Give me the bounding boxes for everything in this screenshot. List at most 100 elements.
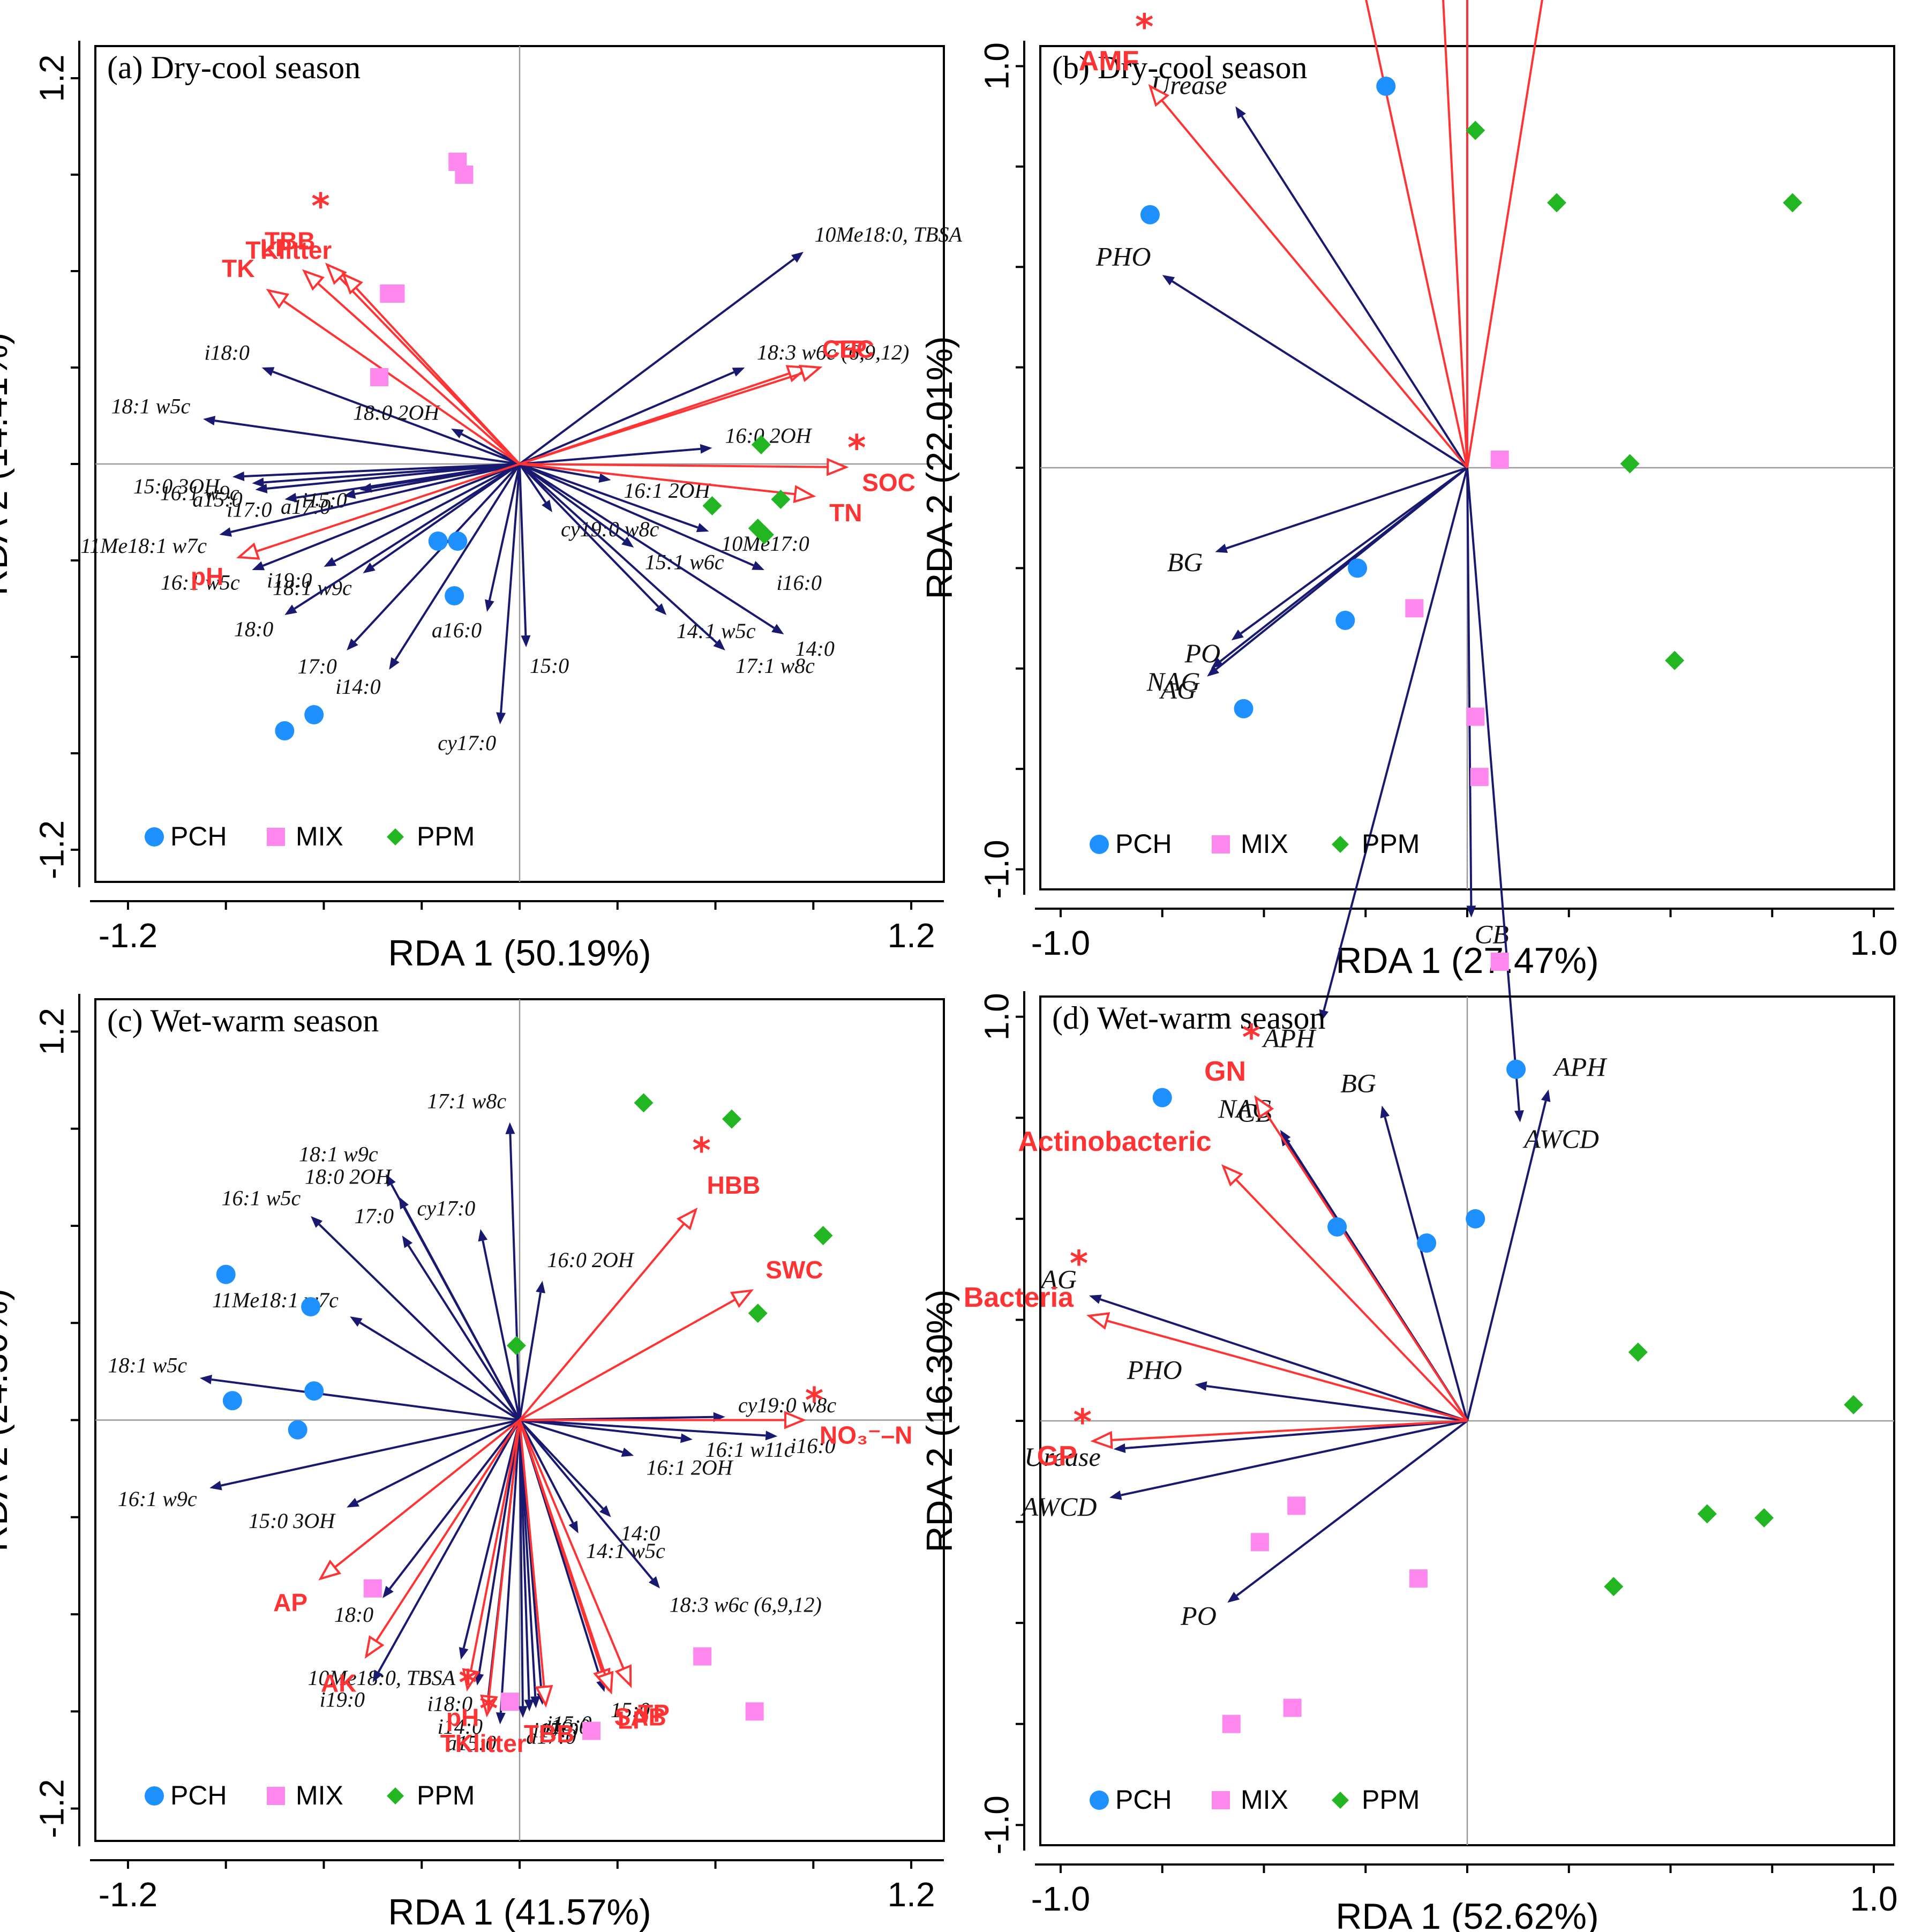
species-arrow-head <box>521 635 531 647</box>
species-label: a15:0 <box>446 1731 496 1755</box>
env-arrow-head <box>266 289 290 309</box>
env-arrow <box>334 1419 521 1568</box>
species-arrow-head <box>621 1447 634 1457</box>
site-point-ppm <box>1628 1342 1648 1362</box>
site-point-pch <box>1327 1217 1347 1237</box>
species-label: i18:0 <box>427 1692 472 1716</box>
species-arrow-head <box>791 252 804 263</box>
species-arrow <box>334 463 520 563</box>
species-arrow-head <box>284 604 297 615</box>
env-arrow <box>470 1420 521 1672</box>
env-label: LP <box>618 1706 649 1734</box>
x-tick-label: -1.0 <box>1031 1879 1090 1918</box>
env-label: CEC <box>822 335 874 363</box>
env-arrow-head <box>793 485 816 503</box>
significance-star: * <box>1242 1017 1261 1058</box>
species-arrow-head <box>1231 630 1244 641</box>
species-arrow-head <box>252 477 265 488</box>
species-arrow-head <box>350 1316 363 1327</box>
env-label: GP <box>1037 1441 1077 1472</box>
y-tick-label: -1.0 <box>977 840 1016 898</box>
species-label: i14:0 <box>438 1714 483 1739</box>
species-arrow <box>294 463 521 610</box>
env-arrow <box>282 299 521 465</box>
site-point-mix <box>1470 768 1489 787</box>
site-point-pch <box>1376 76 1396 96</box>
species-arrow-head <box>1514 1110 1524 1122</box>
site-point-mix <box>582 1721 601 1740</box>
x-tick-label: -1.2 <box>99 1875 157 1914</box>
species-label: i19:0 <box>267 568 312 592</box>
species-arrow-head <box>713 639 725 650</box>
env-arrow-head <box>480 1694 498 1718</box>
species-arrow-head <box>203 416 216 426</box>
env-label: GN <box>1204 1056 1246 1087</box>
species-arrow <box>1241 115 1468 469</box>
species-label: 16:1 w5c <box>221 1186 301 1210</box>
site-point-pch <box>275 721 295 740</box>
panel-title: (d) Wet-warm season <box>1052 1000 1326 1036</box>
species-label: PHO <box>1095 242 1151 272</box>
env-arrow-head <box>596 1671 614 1695</box>
site-point-mix <box>693 1647 712 1666</box>
species-label: cy17:0 <box>438 731 496 755</box>
legend-ppm-marker <box>1332 1792 1349 1809</box>
site-point-pch <box>288 1420 307 1440</box>
significance-star: * <box>459 1663 477 1704</box>
species-arrow <box>407 1245 521 1421</box>
site-point-pch <box>1152 1088 1172 1107</box>
env-arrow <box>519 1223 685 1421</box>
species-arrow <box>356 1419 520 1503</box>
legend: PCH MIX PPM <box>1090 829 1420 859</box>
species-arrow-head <box>386 1174 396 1187</box>
env-arrow <box>1365 0 1468 468</box>
site-point-ppm <box>1604 1577 1624 1597</box>
species-arrow <box>519 1419 654 1581</box>
y-tick-label: -1.2 <box>32 820 71 879</box>
env-label: Bacteria <box>964 1282 1074 1313</box>
site-point-ppm <box>748 1304 768 1323</box>
species-arrow-head <box>284 492 297 503</box>
species-label: i16:0 <box>790 1434 835 1458</box>
env-arrow-head <box>462 1668 481 1692</box>
species-arrow <box>1466 1100 1547 1421</box>
env-arrow-head <box>784 1411 807 1429</box>
site-point-pch <box>304 1381 324 1401</box>
site-point-mix <box>1283 1698 1302 1717</box>
legend-pch-label: PCH <box>170 1780 227 1810</box>
env-label: TK <box>222 254 254 282</box>
species-arrow <box>403 1206 521 1421</box>
legend-mix-label: MIX <box>296 821 343 851</box>
panel-a: -1.2 1.2 1.2 -1.2 RDA 1 (50.19%) RDA 2 (14.41… <box>0 41 963 974</box>
species-arrow-head <box>209 1480 222 1491</box>
species-arrow <box>221 1419 520 1487</box>
site-point-mix <box>1466 707 1485 726</box>
species-arrow-head <box>680 1433 693 1443</box>
site-point-pch <box>1140 205 1160 224</box>
species-arrow-head <box>517 1706 528 1718</box>
site-point-ppm <box>1754 1508 1774 1528</box>
species-label: 15:0 3OH <box>133 474 221 498</box>
species-arrow-head <box>752 560 764 570</box>
site-point-pch <box>1466 1209 1485 1229</box>
legend-pch-label: PCH <box>1115 1785 1172 1815</box>
species-label: 15:0 <box>611 1698 650 1722</box>
env-arrow-head <box>325 263 347 285</box>
species-arrow <box>272 370 520 465</box>
site-point-pch <box>1234 699 1254 718</box>
species-label: BG <box>1167 547 1203 577</box>
species-arrow <box>1466 467 1473 906</box>
species-label: i17:0 <box>227 498 272 522</box>
site-point-ppm <box>702 496 722 515</box>
species-label: 16:1 w9c <box>118 1487 197 1511</box>
species-arrow <box>1384 1117 1468 1421</box>
species-label: AWCD <box>1522 1124 1599 1154</box>
legend-pch-label: PCH <box>1115 829 1172 859</box>
species-arrow-head <box>599 1505 611 1517</box>
y-tick-label: 1.0 <box>977 993 1016 1040</box>
species-arrow-head <box>1235 106 1246 119</box>
legend-pch-marker <box>1090 835 1109 854</box>
env-label: LP <box>260 234 292 262</box>
species-arrow <box>519 371 734 465</box>
species-label: i17:0 <box>533 1718 578 1742</box>
